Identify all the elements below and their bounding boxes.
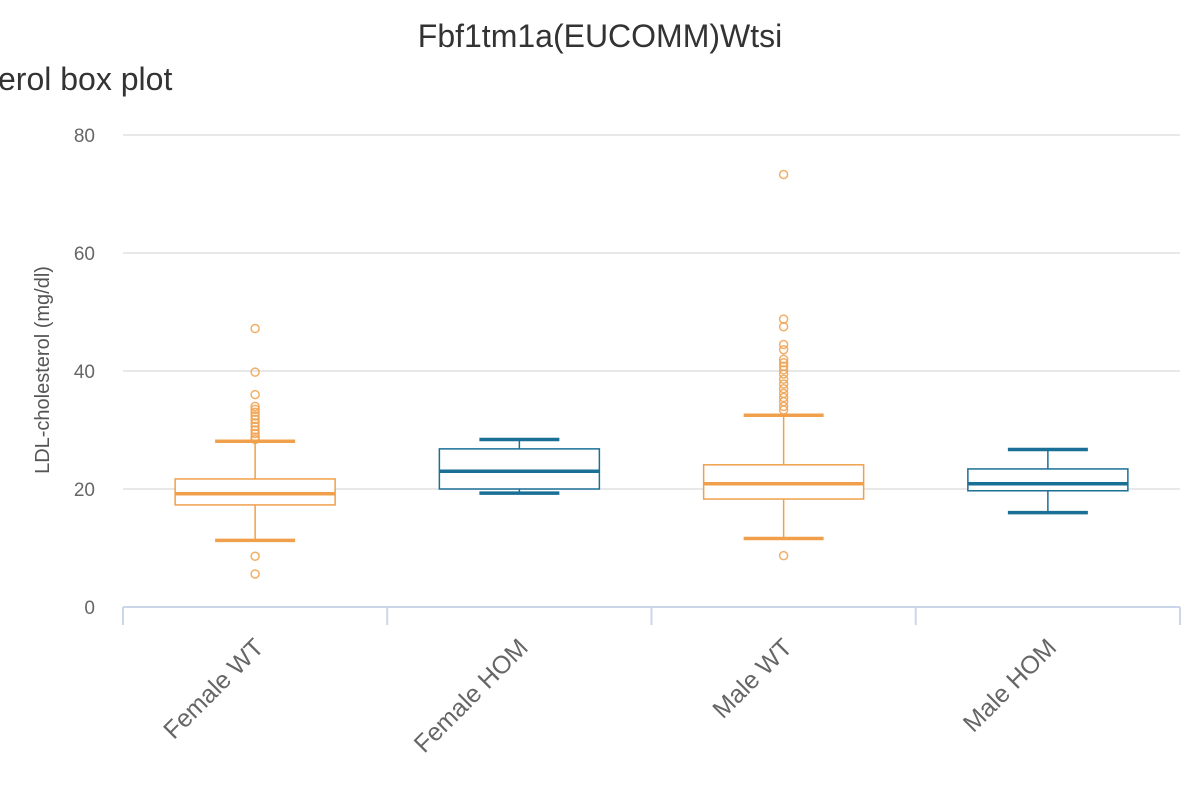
outlier-point bbox=[250, 425, 260, 435]
y-tick-label: 20 bbox=[74, 480, 95, 501]
outlier-point bbox=[778, 374, 789, 385]
x-axis: Female WT Female HOM Male WT Male HOM bbox=[122, 606, 1181, 758]
outlier-point bbox=[250, 367, 260, 377]
chart-subtitle: erol box plot bbox=[0, 61, 172, 97]
box-iqr bbox=[702, 464, 865, 500]
outlier-point bbox=[778, 345, 789, 355]
outlier-point bbox=[778, 354, 789, 364]
outlier-point bbox=[778, 392, 789, 403]
outlier-point bbox=[250, 389, 260, 400]
y-tick-labels: 0 20 40 60 80 bbox=[74, 126, 95, 619]
y-tick-label: 0 bbox=[84, 598, 95, 619]
outlier-point bbox=[778, 314, 789, 324]
outlier-point bbox=[250, 434, 260, 445]
x-tick-label: Male WT bbox=[707, 633, 798, 724]
outlier-point bbox=[250, 401, 260, 412]
outlier-point bbox=[778, 401, 789, 412]
outlier-point bbox=[778, 383, 789, 394]
outlier-point bbox=[778, 379, 789, 389]
outlier-point bbox=[778, 365, 789, 375]
outlier-point bbox=[250, 404, 260, 415]
outlier-point bbox=[778, 339, 789, 350]
y-tick-label: 60 bbox=[74, 244, 95, 265]
y-axis-label: LDL-cholesterol (mg/dl) bbox=[32, 266, 54, 474]
box-male-wt bbox=[702, 169, 865, 561]
chart-title: Fbf1tm1a(EUCOMM)Wtsi bbox=[418, 18, 782, 54]
x-tick-label: Female WT bbox=[158, 633, 269, 744]
outlier-point bbox=[778, 322, 789, 332]
boxes bbox=[174, 169, 1129, 579]
y-tick-label: 40 bbox=[74, 362, 95, 383]
grid-lines bbox=[123, 134, 1180, 490]
outlier-point bbox=[778, 550, 789, 561]
box-female-wt bbox=[174, 323, 336, 579]
box-iqr bbox=[967, 468, 1129, 492]
x-tick-label: Male HOM bbox=[958, 633, 1062, 737]
x-tick-label: Female HOM bbox=[409, 633, 534, 758]
box-iqr bbox=[174, 478, 336, 506]
outlier-point bbox=[250, 323, 260, 334]
outlier-point bbox=[250, 411, 260, 421]
outlier-point bbox=[778, 405, 789, 415]
outlier-point bbox=[778, 169, 789, 180]
outlier-point bbox=[250, 414, 260, 425]
outlier-point bbox=[250, 551, 260, 562]
box-male-hom bbox=[967, 447, 1129, 515]
outlier-point bbox=[250, 407, 260, 418]
outlier-point bbox=[250, 569, 260, 579]
y-tick-label: 80 bbox=[74, 126, 95, 147]
outlier-point bbox=[250, 418, 260, 428]
outlier-point bbox=[778, 369, 789, 379]
box-iqr bbox=[438, 448, 601, 490]
outlier-point bbox=[250, 428, 260, 439]
box-female-hom bbox=[438, 437, 601, 495]
outlier-point bbox=[778, 357, 789, 368]
outlier-point bbox=[250, 421, 260, 432]
